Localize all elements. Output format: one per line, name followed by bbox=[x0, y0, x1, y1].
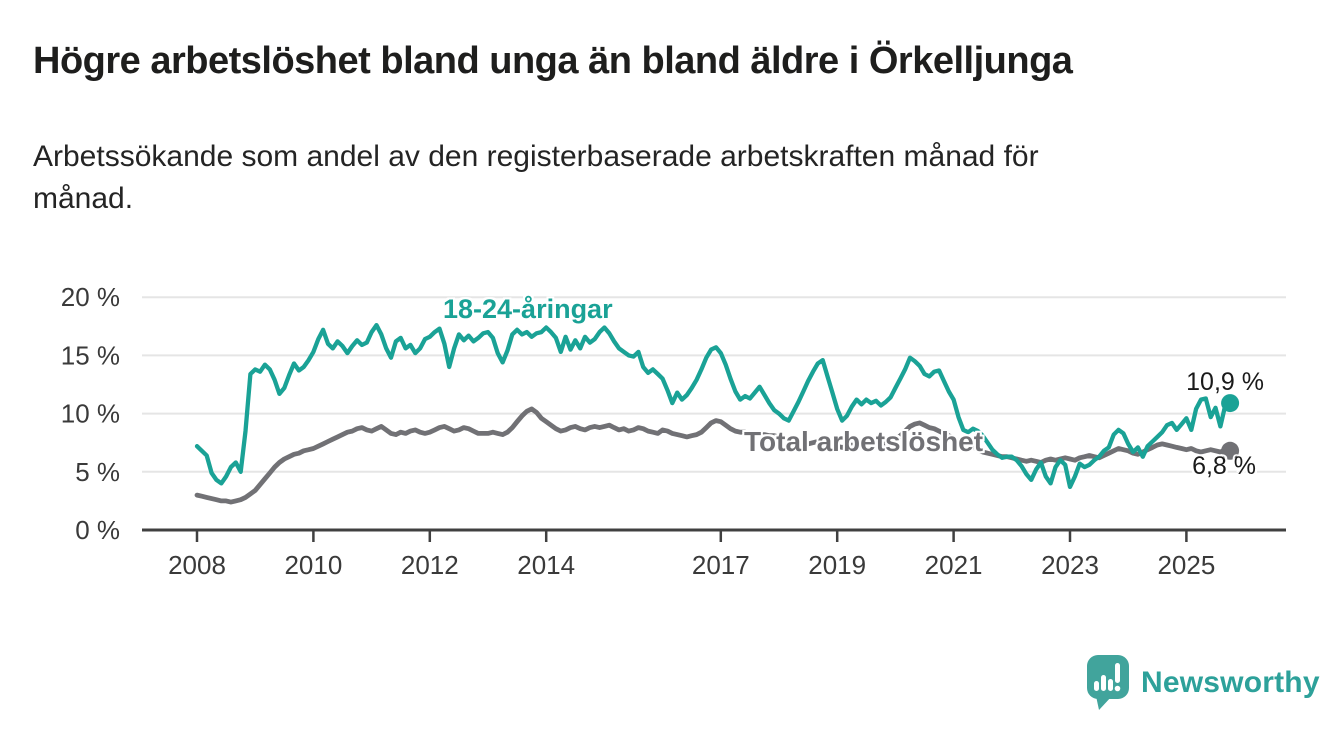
series-endpoint-youth bbox=[1221, 394, 1240, 413]
series-line-youth bbox=[194, 322, 1233, 490]
series-label-youth: 18-24-åringar bbox=[443, 294, 613, 324]
x-axis-tick-label: 2019 bbox=[808, 550, 866, 580]
subtitle-line-2: månad. bbox=[33, 182, 134, 215]
y-axis-tick-label: 5 % bbox=[75, 457, 120, 487]
chart-subtitle: Arbetssökande som andel av den registerb… bbox=[33, 136, 1039, 220]
gridlines: 20 % 15 % 10 % 5 % 0 % bbox=[61, 282, 1286, 545]
x-axis-tick-label: 2014 bbox=[517, 550, 575, 580]
x-axis-tick-label: 2012 bbox=[401, 550, 459, 580]
y-axis-tick-label: 0 % bbox=[75, 515, 120, 545]
series-lines bbox=[194, 322, 1240, 505]
newsworthy-logo: Newsworthy bbox=[1086, 654, 1320, 712]
y-axis-tick-label: 15 % bbox=[61, 340, 120, 370]
series-label-total: Total arbetslöshet bbox=[744, 426, 984, 457]
y-axis-tick-label: 20 % bbox=[61, 282, 120, 312]
x-axis-tick-label: 2025 bbox=[1157, 550, 1215, 580]
series-line-total bbox=[194, 406, 1233, 505]
series-endpoint-total bbox=[1221, 441, 1240, 460]
x-axis-tick-label: 2023 bbox=[1041, 550, 1099, 580]
speech-bubble-bar-chart-icon bbox=[1087, 655, 1129, 710]
page-title: Högre arbetslöshet bland unga än bland ä… bbox=[33, 40, 1073, 82]
end-value-label-total: 6,8 % bbox=[1192, 452, 1256, 480]
brand-name: Newsworthy bbox=[1141, 666, 1320, 699]
x-axis-tick-label: 2021 bbox=[925, 550, 983, 580]
x-axis-tick-label: 2017 bbox=[692, 550, 750, 580]
x-axis: 2008 2010 2012 2014 2017 2019 2021 2023 2025 bbox=[142, 528, 1286, 580]
y-axis-tick-label: 10 % bbox=[61, 399, 120, 429]
end-value-label-youth: 10,9 % bbox=[1186, 368, 1264, 396]
x-axis-tick-label: 2010 bbox=[284, 550, 342, 580]
x-axis-tick-label: 2008 bbox=[168, 550, 226, 580]
subtitle-line-1: Arbetssökande som andel av den registerb… bbox=[33, 140, 1039, 173]
